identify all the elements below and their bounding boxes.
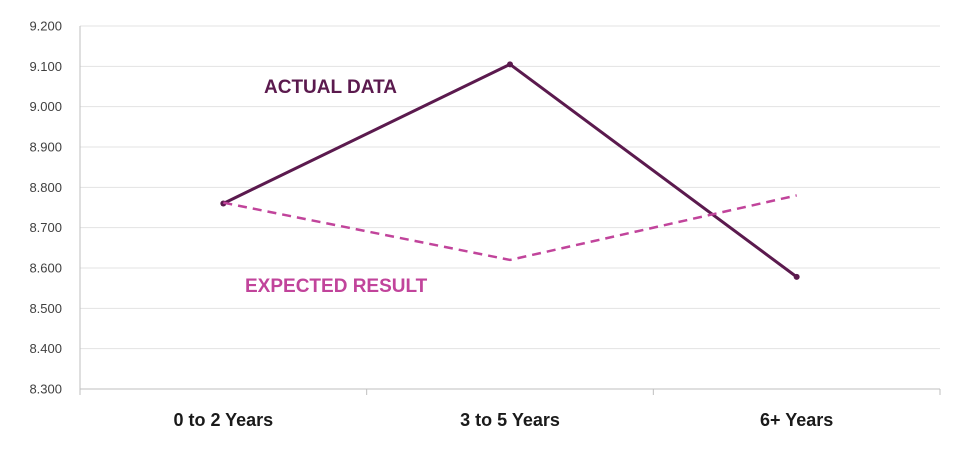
x-tick-label: 0 to 2 Years: [173, 410, 273, 430]
y-tick-label: 8.500: [29, 301, 62, 316]
y-tick-label: 8.300: [29, 382, 62, 397]
data-point: [507, 61, 513, 68]
axes: [79, 26, 941, 395]
y-tick-label: 9.200: [29, 19, 62, 34]
y-tick-label: 8.900: [29, 140, 62, 155]
series-line-expected-result: [223, 194, 797, 262]
x-tick-label: 3 to 5 Years: [460, 410, 560, 430]
series-labels: ACTUAL DATA EXPECTED RESULT: [245, 77, 428, 297]
series-label-expected-result: EXPECTED RESULT: [245, 276, 428, 297]
y-tick-label: 8.600: [29, 261, 62, 276]
x-tick-label: 6+ Years: [760, 410, 833, 430]
y-tick-label: 8.800: [29, 180, 62, 195]
y-tick-label: 8.400: [29, 341, 62, 356]
x-axis-tick-labels: 0 to 2 Years 3 to 5 Years 6+ Years: [173, 410, 833, 430]
y-axis-tick-labels: 8.300 8.400 8.500 8.600 8.700 8.800 8.900 9.000…: [29, 19, 62, 397]
series-group: [220, 61, 800, 280]
y-tick-label: 9.000: [29, 99, 62, 114]
y-tick-label: 9.100: [29, 59, 62, 74]
gridlines: [80, 25, 940, 350]
series-label-actual-data: ACTUAL DATA: [264, 77, 397, 98]
y-tick-label: 8.700: [29, 220, 62, 235]
data-point: [793, 273, 800, 280]
